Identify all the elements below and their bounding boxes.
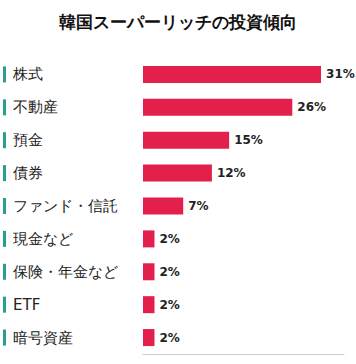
- svg-text:2%: 2%: [159, 265, 179, 279]
- svg-text:31%: 31%: [326, 67, 355, 81]
- svg-text:2%: 2%: [159, 232, 179, 246]
- svg-text:ETF: ETF: [13, 296, 40, 314]
- svg-text:株式: 株式: [12, 65, 43, 83]
- svg-text:2%: 2%: [159, 298, 179, 312]
- svg-text:7%: 7%: [188, 199, 208, 213]
- svg-text:韓国スーパーリッチの投資傾向: 韓国スーパーリッチの投資傾向: [59, 12, 297, 32]
- svg-text:15%: 15%: [234, 133, 263, 147]
- svg-text:2%: 2%: [159, 331, 179, 345]
- svg-text:不動産: 不動産: [13, 98, 58, 116]
- svg-text:暗号資産: 暗号資産: [13, 329, 73, 347]
- svg-text:債券: 債券: [13, 164, 43, 182]
- svg-text:預金: 預金: [13, 131, 43, 149]
- svg-text:現金など: 現金など: [13, 230, 73, 248]
- svg-text:保険・年金など: 保険・年金など: [13, 263, 118, 281]
- svg-text:ファンド・信託: ファンド・信託: [13, 197, 118, 215]
- svg-text:12%: 12%: [217, 166, 246, 180]
- svg-text:26%: 26%: [297, 100, 326, 114]
